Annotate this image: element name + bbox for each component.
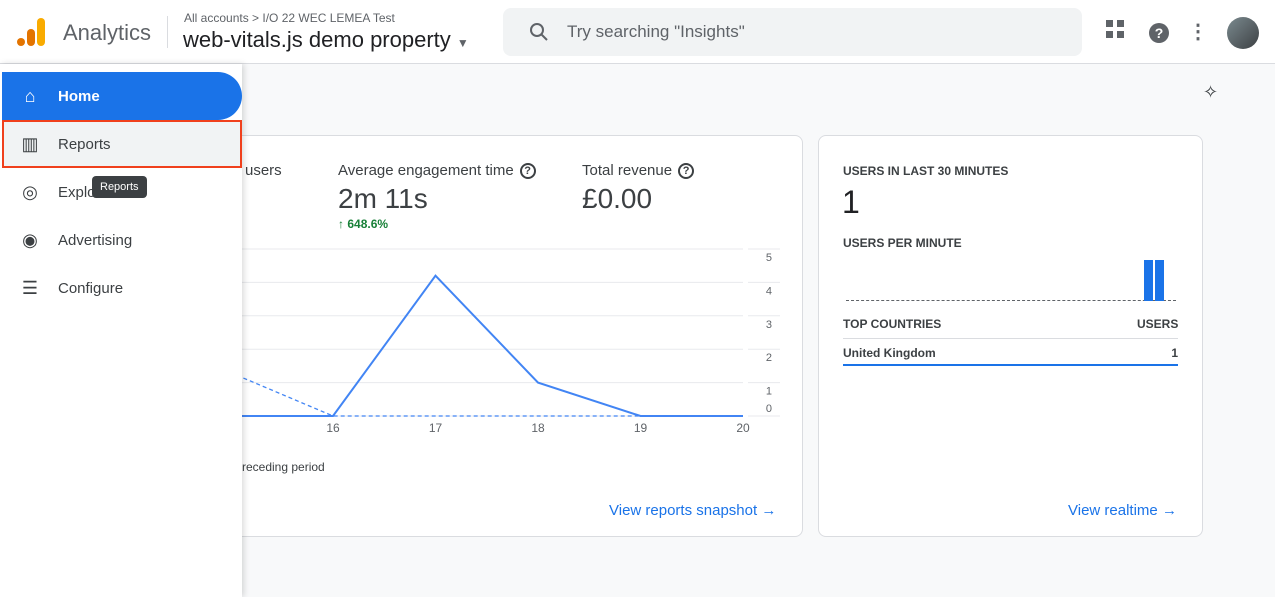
tooltip: Reports [92, 176, 147, 198]
x-tick-label: 19 [634, 421, 648, 435]
y-tick-label: 5 [766, 252, 772, 264]
explore-icon: ◎ [22, 181, 38, 202]
help-icon[interactable]: ? [678, 163, 695, 179]
overview-card [160, 135, 803, 537]
country-row[interactable]: United Kingdom 1 [843, 346, 1178, 366]
link-label: View realtime [1068, 502, 1158, 519]
metric-label: Average engagement time [338, 162, 514, 179]
apps-grid-icon[interactable] [1103, 20, 1127, 44]
app-name: Analytics [63, 20, 152, 45]
metric-engagement-value: 2m 11s [338, 183, 428, 214]
sidebar-item-label: Home [58, 87, 100, 105]
sidebar-item-reports[interactable]: ▥ Reports [2, 120, 242, 168]
search-input[interactable]: Try searching "Insights" [503, 8, 1082, 56]
per-minute-bar[interactable] [1144, 260, 1153, 301]
top-bar: Analytics All accounts > I/O 22 WEC LEME… [0, 0, 1275, 64]
metric-engagement-label[interactable]: Average engagement time? [338, 162, 536, 179]
view-reports-snapshot-link[interactable]: View reports snapshot → [609, 502, 776, 519]
more-vert-icon[interactable]: ⋮ [1188, 21, 1208, 43]
delta-value: 648.6% [347, 217, 389, 231]
y-tick-label: 2 [766, 352, 772, 364]
divider [167, 16, 168, 48]
search-icon [530, 23, 548, 41]
sidebar-item-label: Advertising [58, 231, 133, 249]
help-icon[interactable]: ? [519, 163, 536, 179]
x-tick-label: 20 [736, 421, 750, 435]
line-chart: 0 1 2 3 4 5 16 17 18 19 20 [160, 248, 780, 435]
metric-label: Total revenue [582, 162, 673, 179]
breadcrumb[interactable]: All accounts > I/O 22 WEC LEMEA Test [184, 11, 395, 25]
y-tick-label: 1 [766, 386, 772, 398]
sidebar-item-home[interactable]: ⌂ Home [2, 72, 242, 120]
advertising-icon: ◉ [22, 229, 38, 250]
y-tick-label: 4 [766, 285, 772, 297]
sidebar-item-label: Reports [58, 135, 111, 153]
sidebar-item-label: Configure [58, 279, 124, 297]
metric-revenue-label[interactable]: Total revenue? [582, 162, 695, 179]
help-icon[interactable]: ? [1147, 20, 1171, 44]
view-realtime-link[interactable]: View realtime → [1068, 502, 1177, 519]
per-minute-baseline [846, 300, 1176, 301]
metric-revenue-value: £0.00 [582, 183, 653, 214]
preceding-period-line [230, 371, 743, 417]
dropdown-icon: ▼ [456, 36, 469, 50]
x-tick-label: 16 [326, 421, 340, 435]
countries-header: TOP COUNTRIES [843, 317, 942, 331]
avatar[interactable] [1227, 17, 1259, 49]
y-tick-label: 0 [766, 403, 772, 415]
sidebar-item-advertising[interactable]: ◉ Advertising [2, 216, 242, 264]
property-name: web-vitals.js demo property [183, 27, 451, 52]
realtime-count: 1 [842, 184, 860, 220]
bar-chart-icon: ▥ [21, 133, 39, 154]
home-icon: ⌂ [24, 85, 36, 106]
sidebar: ⌂ Home ▥ Reports ◎ Explore ◉ Advertising ☰ Co… [0, 64, 242, 597]
list-icon: ☰ [21, 277, 39, 298]
x-tick-label: 18 [531, 421, 545, 435]
legend-preceding-period: receding period [242, 460, 325, 474]
x-tick-label: 17 [429, 421, 443, 435]
y-tick-label: 3 [766, 319, 772, 331]
insights-icon[interactable]: ✧ [1203, 82, 1219, 102]
metric-new-users-label[interactable]: w users [230, 162, 282, 179]
per-minute-bar[interactable] [1155, 260, 1164, 301]
arrow-right-icon: → [761, 502, 777, 519]
country-name: United Kingdom [843, 346, 936, 360]
current-period-line [230, 274, 743, 417]
users-header: USERS [1137, 317, 1179, 331]
analytics-logo-icon [17, 18, 45, 46]
search-placeholder: Try searching "Insights" [567, 22, 745, 41]
link-label: View reports snapshot [609, 502, 758, 519]
property-selector[interactable]: web-vitals.js demo property ▼ [183, 27, 469, 53]
divider [843, 338, 1178, 339]
country-users: 1 [1171, 346, 1178, 360]
metric-delta: ↑ 648.6% [338, 217, 389, 231]
arrow-right-icon: → [1161, 502, 1177, 519]
sidebar-item-configure[interactable]: ☰ Configure [2, 264, 242, 312]
realtime-card [818, 135, 1203, 537]
per-minute-label: USERS PER MINUTE [843, 236, 962, 250]
realtime-title: USERS IN LAST 30 MINUTES [843, 164, 1009, 178]
